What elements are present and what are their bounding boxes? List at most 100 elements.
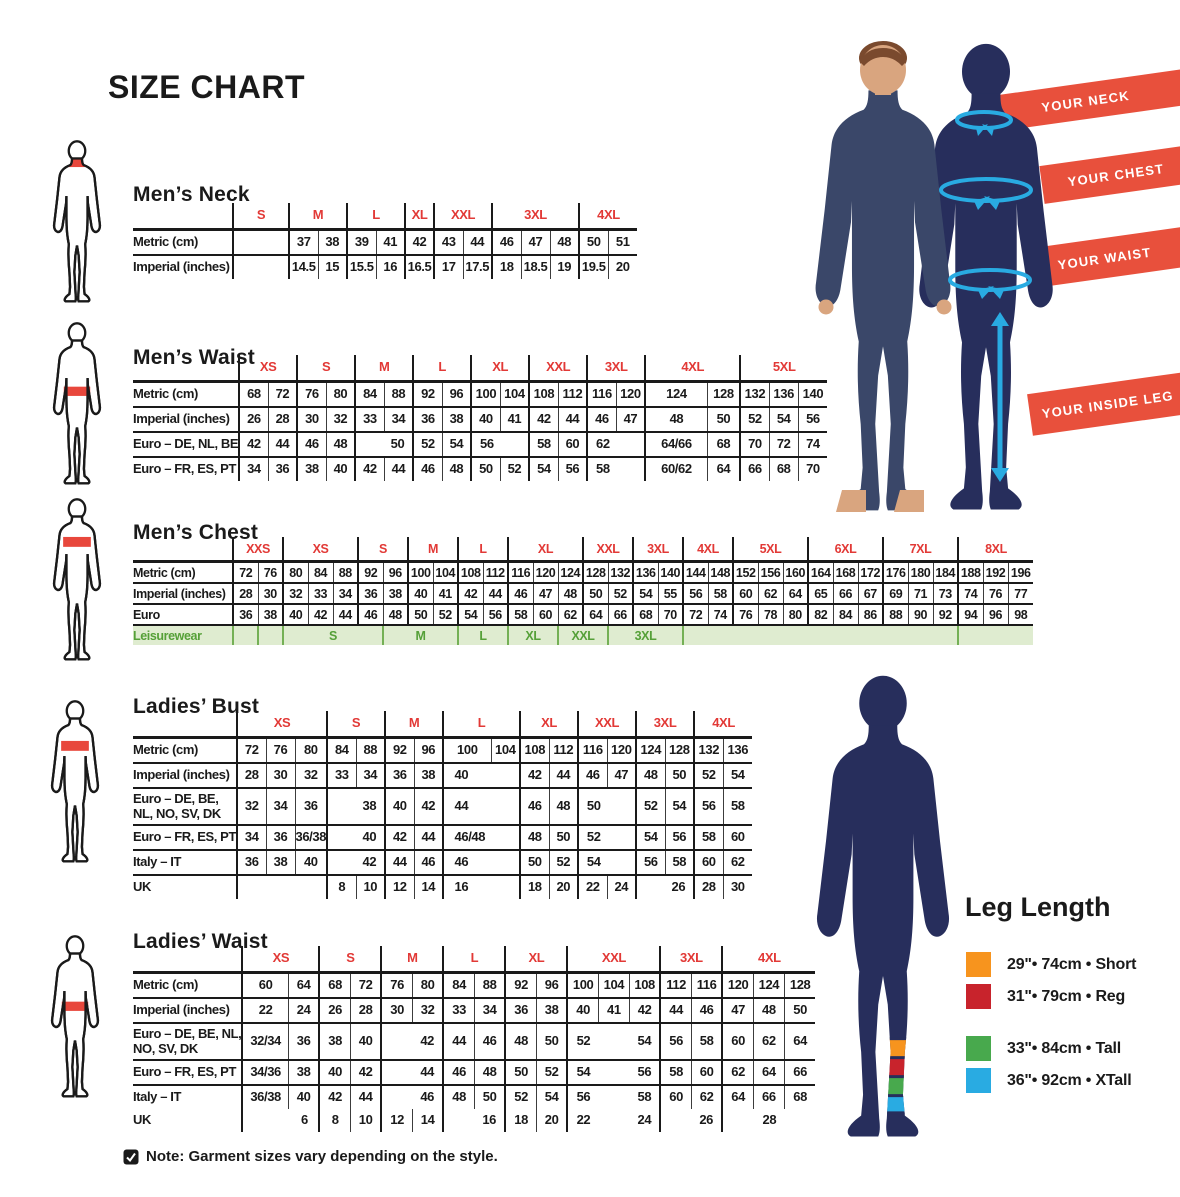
size-cell: 54 [664, 788, 695, 827]
size-table-mens-chest: XXS XS S M L XL XXL 3XL 4XL 5XL 6XL 7XL 8XL Metric (c… [133, 537, 1033, 645]
size-cell: 50 [407, 604, 433, 626]
row-label: Imperial (inches) [133, 998, 243, 1024]
mens-neck-figure-icon [52, 140, 102, 303]
size-cell: 46 [690, 998, 723, 1024]
size-cell: 30 [380, 998, 413, 1024]
size-cell: 44 [659, 998, 692, 1024]
row-label: Euro – DE, NL, BE [133, 432, 240, 458]
size-cell: 104 [597, 972, 630, 999]
size-cell: 39 [346, 229, 376, 256]
size-cell: 90 [907, 604, 933, 626]
size-cell [957, 625, 1033, 645]
size-cell: 192 [982, 561, 1008, 584]
size-cell: 56 [797, 407, 828, 433]
size-cell: 28 [693, 875, 724, 900]
size-cell: 116 [507, 561, 533, 584]
size-cell: 104 [432, 561, 458, 584]
size-cell [232, 229, 289, 256]
size-cell: 66 [783, 1060, 816, 1087]
size-group-header: XXL [433, 203, 492, 231]
size-cell: 8 [326, 875, 357, 900]
row-label: Euro [133, 604, 233, 626]
size-cell: 64 [287, 972, 320, 999]
row-label: Imperial (inches) [133, 259, 230, 275]
size-cell: 58 [586, 457, 646, 481]
size-cell: 65 [807, 583, 833, 605]
size-cell: 40 [442, 763, 521, 789]
size-cell: 72 [232, 561, 258, 584]
size-cell: 136 [722, 737, 753, 764]
size-cell: 48 [441, 457, 472, 481]
size-cell: 42 [528, 407, 559, 433]
size-cell: 14 [411, 1109, 444, 1133]
size-cell: 40 [349, 1023, 382, 1062]
row-label: UK [133, 879, 151, 895]
size-cell: 42 [519, 763, 550, 789]
size-cell: 41 [432, 583, 458, 605]
size-cell: 62 [557, 604, 583, 626]
size-cell: 96 [535, 972, 568, 999]
size-cell: 44 [349, 1085, 382, 1110]
size-cell: 96 [382, 561, 408, 584]
size-group-header: M [407, 537, 458, 563]
size-cell: 56 58 [566, 1085, 661, 1110]
size-cell: 44 [413, 825, 444, 852]
size-cell: 120 [532, 561, 558, 584]
size-cell: 196 [1007, 561, 1033, 584]
size-cell: 108 [528, 381, 559, 408]
size-cell: 38 [296, 457, 327, 481]
size-group-header: XS [282, 537, 358, 563]
size-cell: 52 [432, 604, 458, 626]
size-cell: 46 [577, 763, 608, 789]
size-cell: 40 [287, 1085, 320, 1110]
feet [836, 490, 924, 512]
size-cell: 152 [732, 561, 758, 584]
size-group-header: 3XL [635, 711, 695, 739]
size-cell: 58 [664, 850, 695, 877]
size-cell: 58 [707, 583, 733, 605]
size-cell: 144 [682, 561, 708, 584]
size-group-header: M [384, 711, 444, 739]
size-group-header: 4XL [578, 203, 637, 231]
size-cell: 50 [504, 1060, 537, 1087]
size-cell: 46 [473, 1023, 506, 1062]
size-cell: 96 [982, 604, 1008, 626]
size-cell: 38 [287, 1060, 320, 1087]
size-group-header: L [346, 203, 405, 231]
mens-chest-figure-icon [52, 498, 102, 661]
size-cell: 82 [807, 604, 833, 626]
size-cell: 76 [296, 381, 327, 408]
size-cell: 36 [294, 788, 328, 827]
size-cell: 88 [355, 737, 386, 764]
size-cell: 71 [907, 583, 933, 605]
size-cell: 38 [326, 788, 386, 827]
size-group-header: XS [235, 711, 328, 739]
size-cell: 32/34 [241, 1023, 289, 1062]
size-cell: 56 [659, 1023, 692, 1062]
size-cell: 38 [413, 763, 444, 789]
size-group-header: L [412, 355, 472, 383]
size-cell: 47 [606, 763, 637, 789]
size-cell: 88 [383, 381, 414, 408]
size-cell: 47 [532, 583, 558, 605]
size-cell: 60 [659, 1085, 692, 1110]
size-cell: 56 [470, 432, 530, 458]
size-cell: 46 [442, 850, 521, 877]
man-silhouette [919, 43, 1053, 510]
size-cell: 92 [357, 561, 383, 584]
size-cell: 48 [504, 1023, 537, 1062]
page-title: SIZE CHART [108, 69, 305, 106]
size-cell: 70 [739, 432, 770, 458]
size-cell: 22 [241, 998, 289, 1024]
size-cell: 116 [586, 381, 617, 408]
size-cell: 28 [349, 998, 382, 1024]
size-group-header: XS [241, 946, 320, 974]
size-cell: 46 [442, 1060, 475, 1087]
size-cell: 36 [236, 850, 266, 877]
size-cell: 108 [628, 972, 661, 999]
size-cell: 116 [690, 972, 723, 999]
size-cell: 124 [752, 972, 785, 999]
size-cell: 16 [442, 875, 521, 900]
size-cell: 26 [659, 1109, 723, 1133]
size-cell: 36 [384, 763, 415, 789]
